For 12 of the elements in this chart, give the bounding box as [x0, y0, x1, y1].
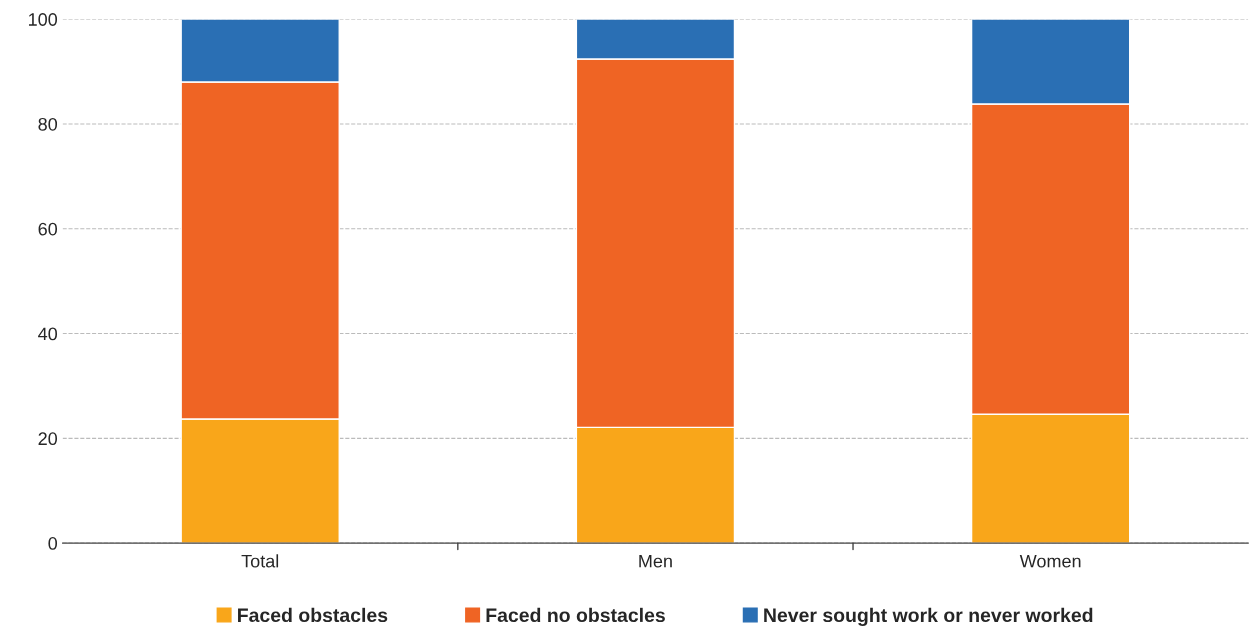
legend-label: Faced no obstacles: [486, 607, 665, 623]
y-tick-label: 60: [38, 222, 58, 236]
y-tick-label: 0: [48, 537, 58, 550]
y-tick-label: 100: [28, 13, 58, 26]
x-tick-label: Total: [241, 554, 279, 568]
y-tick-label: 20: [38, 432, 58, 446]
legend-label: Faced obstacles: [238, 607, 388, 623]
y-tick-label: 40: [38, 327, 58, 341]
x-tick-label: Men: [639, 554, 672, 568]
y-tick-label: 80: [38, 117, 58, 131]
legend-label: Never sought work or never worked: [764, 607, 1093, 627]
x-tick-label: Women: [1019, 554, 1081, 568]
